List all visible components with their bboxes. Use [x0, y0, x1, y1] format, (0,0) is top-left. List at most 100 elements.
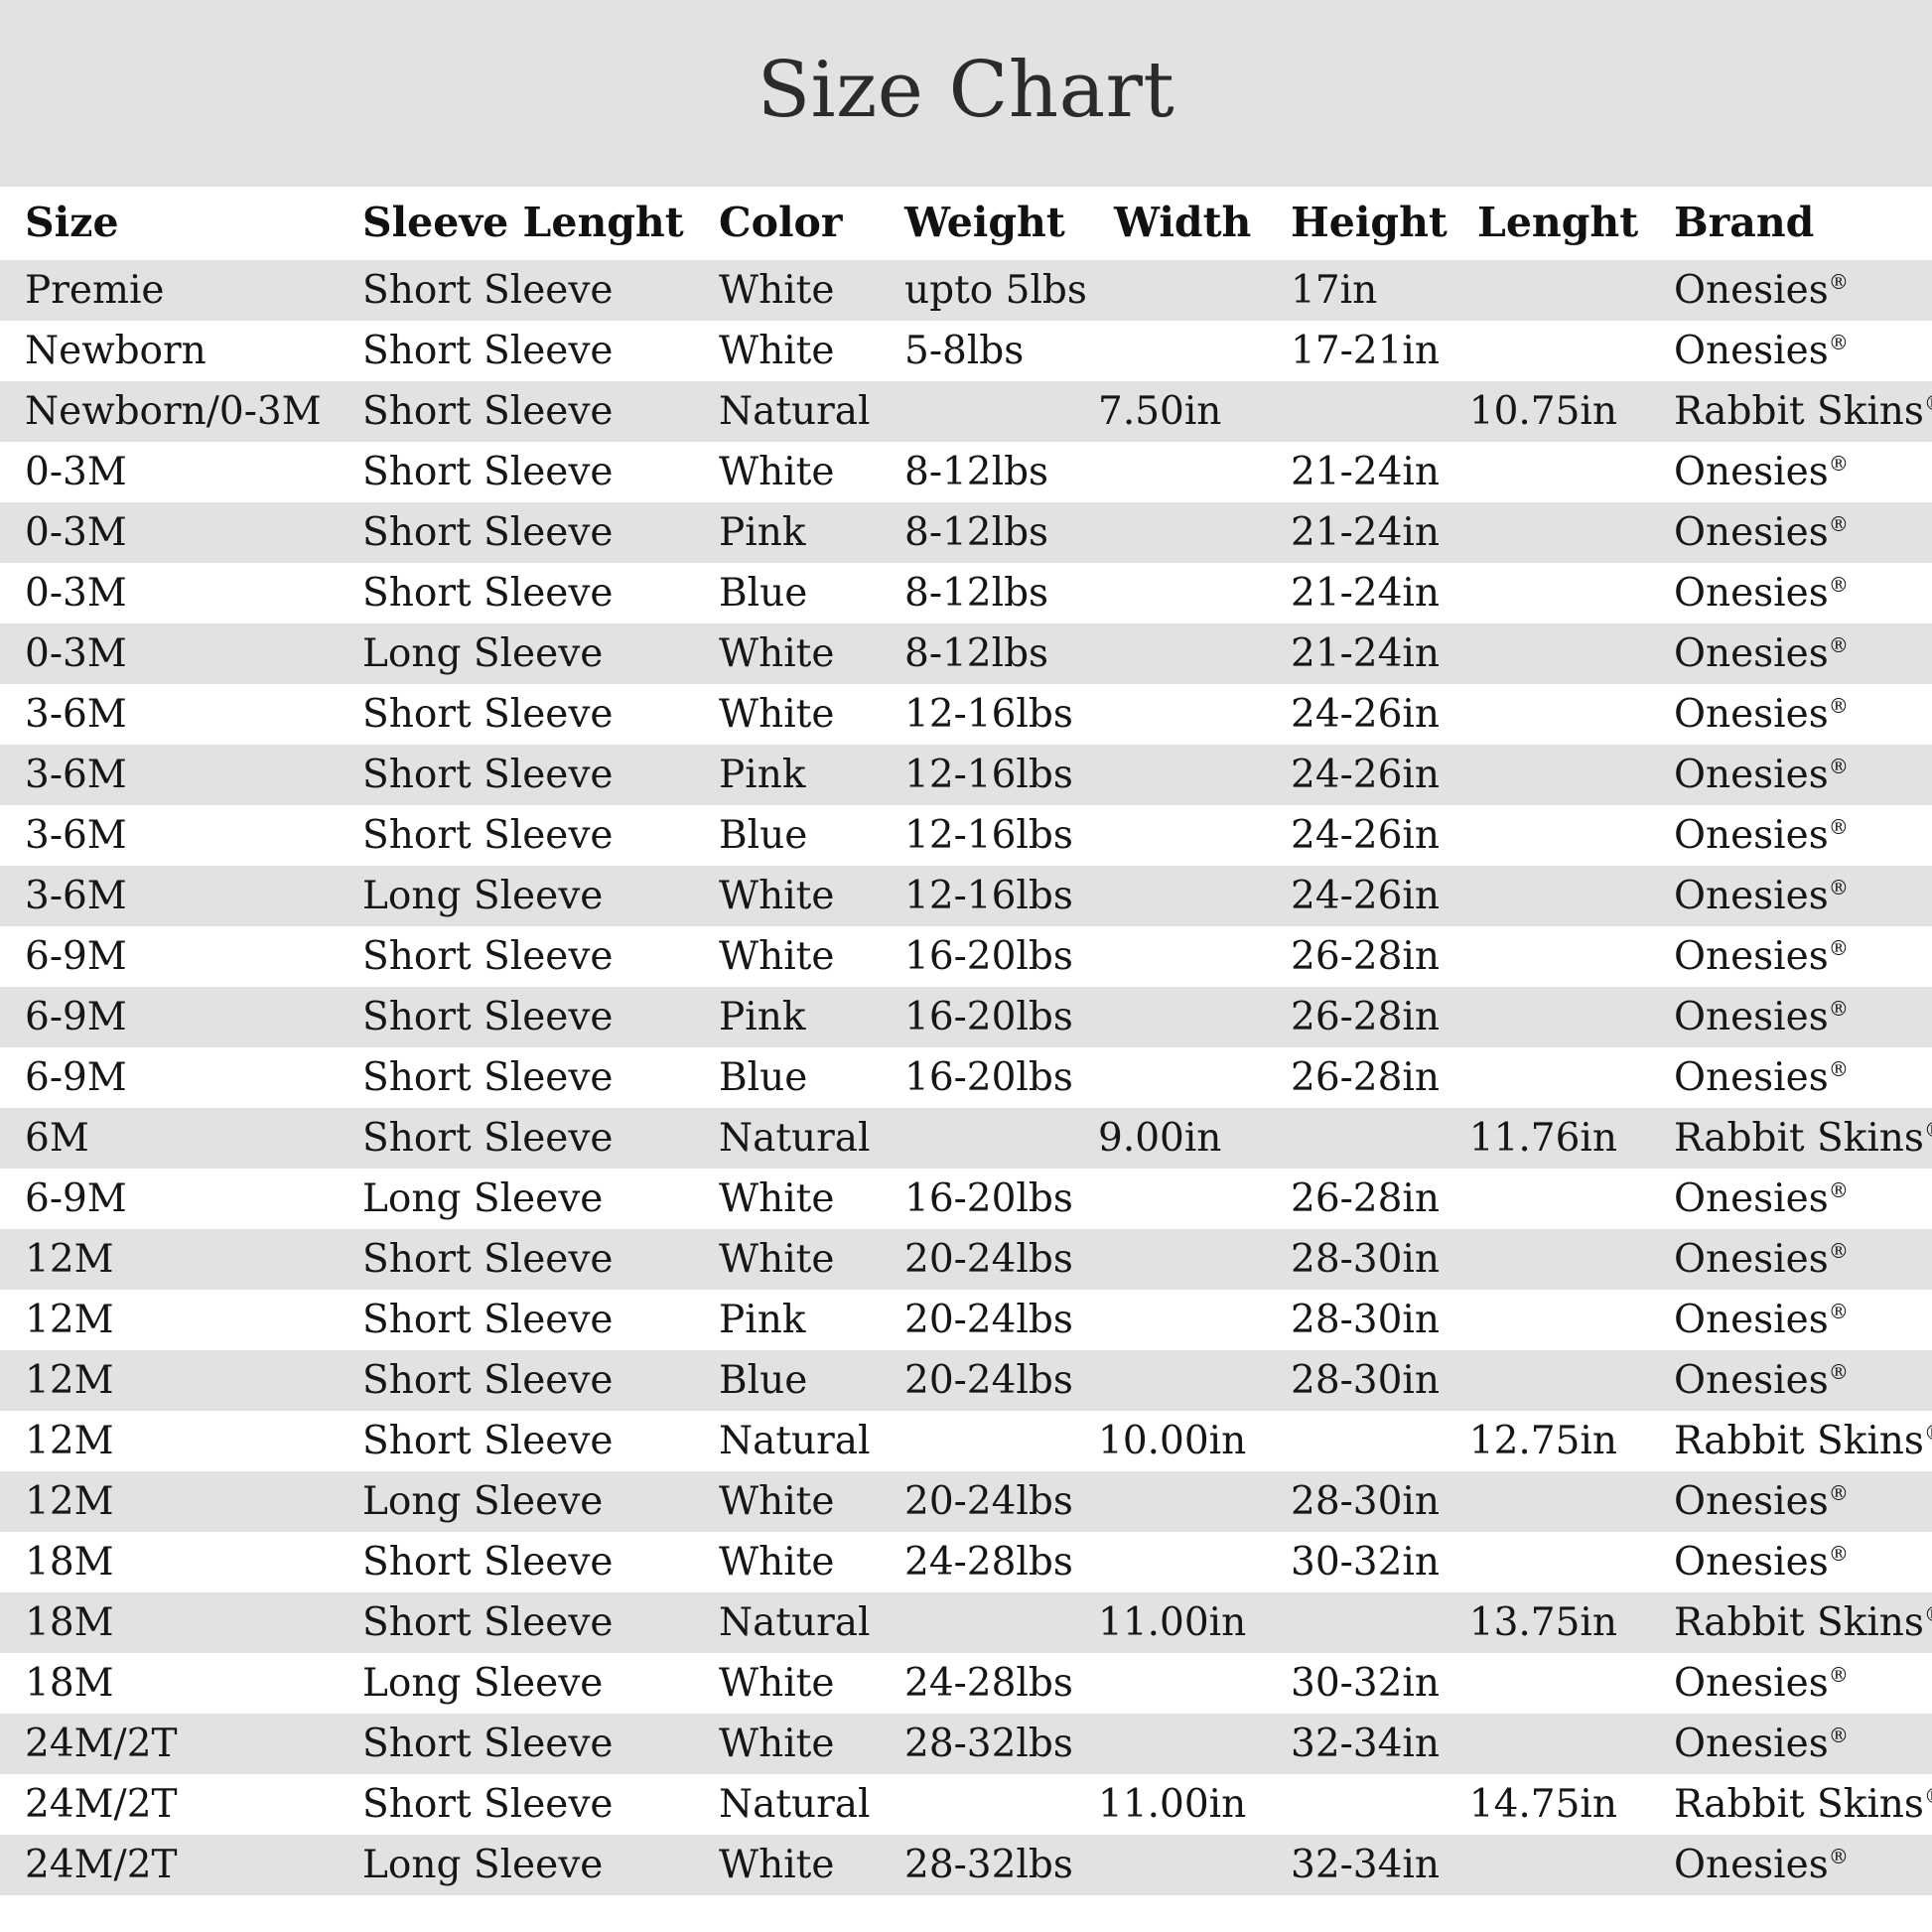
cell-lenght: [1457, 1714, 1654, 1774]
cell-width: [1098, 442, 1267, 502]
cell-width: 11.00in: [1098, 1782, 1247, 1827]
cell-brand: Onesies®: [1674, 631, 1850, 676]
registered-trademark-icon: ®: [1828, 1542, 1850, 1566]
cell-sleeve-lenght: Short Sleeve: [362, 1540, 614, 1585]
cell-brand: Onesies®: [1674, 813, 1850, 858]
cell-color: White: [719, 1237, 835, 1282]
cell-sleeve-lenght: Short Sleeve: [362, 1600, 614, 1645]
cell-width: [1098, 1047, 1267, 1108]
registered-trademark-icon: ®: [1924, 1421, 1932, 1445]
cell-weight: 12-16lbs: [904, 813, 1073, 858]
table-row: Newborn Short Sleeve White 5-8lbs 17-21in One…: [0, 321, 1932, 381]
table-row: 0-3M Short Sleeve Pink 8-12lbs 21-24in Onesie…: [0, 502, 1932, 563]
cell-lenght: [1457, 805, 1654, 866]
cell-color: White: [719, 1661, 835, 1706]
cell-lenght: 11.76in: [1468, 1116, 1617, 1161]
cell-width: [1098, 805, 1267, 866]
table-body: Premie Short Sleeve White upto 5lbs 17in Ones…: [0, 260, 1932, 1895]
cell-sleeve-lenght: Long Sleeve: [362, 631, 604, 676]
cell-weight: 16-20lbs: [904, 995, 1073, 1039]
cell-height: 21-24in: [1291, 510, 1441, 555]
cell-width: [1098, 1290, 1267, 1350]
cell-sleeve-lenght: Short Sleeve: [362, 510, 614, 555]
cell-sleeve-lenght: Long Sleeve: [362, 1176, 604, 1221]
cell-width: [1098, 1229, 1267, 1290]
cell-brand: Onesies®: [1674, 874, 1850, 918]
cell-height: [1267, 1592, 1457, 1653]
cell-height: 24-26in: [1291, 874, 1441, 918]
cell-height: 30-32in: [1291, 1661, 1441, 1706]
cell-color: Natural: [719, 1116, 871, 1161]
cell-brand: Onesies®: [1674, 1722, 1850, 1766]
table-row: 24M/2T Long Sleeve White 28-32lbs 32-34in One…: [0, 1835, 1932, 1895]
cell-lenght: [1457, 1047, 1654, 1108]
cell-color: Blue: [719, 1055, 808, 1100]
cell-width: 9.00in: [1098, 1116, 1222, 1161]
size-chart-table: Size Sleeve Lenght Color Weight Width He…: [0, 187, 1932, 1895]
title-band: Size Chart: [0, 0, 1932, 187]
cell-size: 12M: [25, 1237, 114, 1282]
cell-color: Natural: [719, 1419, 871, 1463]
cell-height: 26-28in: [1291, 1055, 1441, 1100]
registered-trademark-icon: ®: [1924, 1784, 1932, 1808]
cell-height: 21-24in: [1291, 571, 1441, 616]
cell-color: Pink: [719, 1298, 806, 1342]
cell-height: [1267, 381, 1457, 442]
cell-sleeve-lenght: Short Sleeve: [362, 450, 614, 494]
cell-weight: [887, 1774, 1098, 1835]
cell-color: White: [719, 450, 835, 494]
cell-weight: [887, 1592, 1098, 1653]
cell-weight: 20-24lbs: [904, 1358, 1073, 1403]
table-row: 3-6M Short Sleeve White 12-16lbs 24-26in Ones…: [0, 684, 1932, 745]
registered-trademark-icon: ®: [1828, 1239, 1850, 1263]
table-row: 12M Short Sleeve White 20-24lbs 28-30in Onesi…: [0, 1229, 1932, 1290]
table-row: 6-9M Short Sleeve Blue 16-20lbs 26-28in Onesi…: [0, 1047, 1932, 1108]
cell-color: White: [719, 631, 835, 676]
table-row: 6M Short Sleeve Natural 9.00in 11.76in Rabbit…: [0, 1108, 1932, 1169]
registered-trademark-icon: ®: [1828, 755, 1850, 778]
cell-lenght: [1457, 1229, 1654, 1290]
table-header: Size Sleeve Lenght Color Weight Width He…: [0, 187, 1932, 260]
cell-width: [1098, 926, 1267, 987]
cell-lenght: 13.75in: [1468, 1600, 1617, 1645]
registered-trademark-icon: ®: [1828, 1057, 1850, 1081]
cell-lenght: [1457, 623, 1654, 684]
cell-sleeve-lenght: Short Sleeve: [362, 1237, 614, 1282]
registered-trademark-icon: ®: [1828, 1360, 1850, 1384]
cell-color: Natural: [719, 389, 871, 434]
column-header-size: Size: [25, 199, 119, 246]
cell-brand: Onesies®: [1674, 1661, 1850, 1706]
cell-weight: 24-28lbs: [904, 1661, 1073, 1706]
cell-width: [1098, 745, 1267, 805]
cell-weight: 28-32lbs: [904, 1722, 1073, 1766]
cell-height: 24-26in: [1291, 813, 1441, 858]
registered-trademark-icon: ®: [1828, 633, 1850, 657]
cell-height: 24-26in: [1291, 753, 1441, 797]
cell-weight: [887, 1411, 1098, 1471]
cell-brand: Onesies®: [1674, 692, 1850, 737]
cell-height: 28-30in: [1291, 1237, 1441, 1282]
table-row: 24M/2T Short Sleeve Natural 11.00in 14.75in R…: [0, 1774, 1932, 1835]
cell-size: 6M: [25, 1116, 89, 1161]
cell-height: 26-28in: [1291, 1176, 1441, 1221]
cell-lenght: [1457, 1290, 1654, 1350]
cell-weight: 28-32lbs: [904, 1843, 1073, 1887]
cell-size: Newborn: [25, 329, 207, 373]
cell-lenght: [1457, 1350, 1654, 1411]
cell-brand: Onesies®: [1674, 934, 1850, 979]
cell-size: 12M: [25, 1358, 114, 1403]
cell-size: 3-6M: [25, 692, 127, 737]
cell-lenght: 12.75in: [1468, 1419, 1617, 1463]
cell-width: 11.00in: [1098, 1600, 1247, 1645]
column-header-brand: Brand: [1674, 199, 1815, 246]
cell-sleeve-lenght: Long Sleeve: [362, 1843, 604, 1887]
cell-size: 24M/2T: [25, 1722, 178, 1766]
cell-color: White: [719, 874, 835, 918]
cell-lenght: [1457, 502, 1654, 563]
cell-lenght: [1457, 1532, 1654, 1592]
cell-height: 28-30in: [1291, 1298, 1441, 1342]
cell-size: Premie: [25, 268, 165, 313]
cell-size: 18M: [25, 1540, 114, 1585]
cell-weight: 8-12lbs: [904, 510, 1049, 555]
cell-brand: Onesies®: [1674, 510, 1850, 555]
